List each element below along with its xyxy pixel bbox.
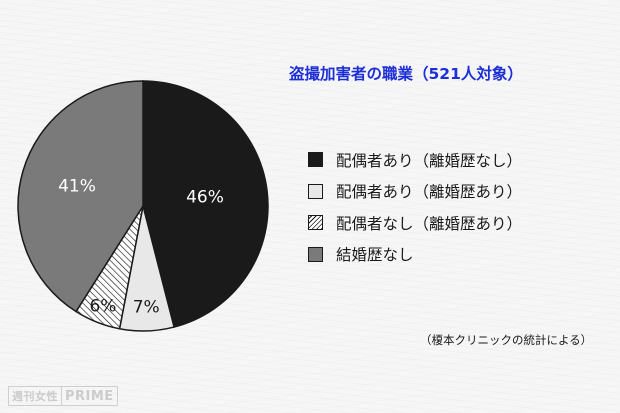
slice-value-label: 46% bbox=[186, 187, 224, 208]
pie-slice bbox=[17, 80, 144, 313]
slice-value-label: 41% bbox=[58, 176, 96, 197]
legend-swatch bbox=[308, 152, 323, 168]
slice-value-label: 6% bbox=[89, 296, 117, 317]
legend-swatch bbox=[308, 183, 323, 199]
pie-slice bbox=[142, 80, 269, 328]
legend-item: 配偶者あり（離婚歴なし） bbox=[308, 144, 522, 176]
pie-chart-svg bbox=[17, 80, 269, 332]
legend-label: 配偶者あり（離婚歴なし） bbox=[336, 151, 523, 170]
watermark-logo: 週刊女性 PRIME bbox=[8, 386, 118, 406]
legend: 配偶者あり（離婚歴なし） 配偶者あり（離婚歴あり） 配偶者なし（離婚歴あり） 結… bbox=[308, 144, 522, 270]
source-note: （榎本クリニックの統計による） bbox=[420, 333, 593, 347]
chart-title: 盗撮加害者の職業（521人対象） bbox=[289, 65, 523, 83]
legend-swatch bbox=[308, 215, 323, 231]
legend-label: 結婚歴なし bbox=[336, 246, 414, 265]
watermark-text-jp: 週刊女性 bbox=[9, 387, 62, 405]
legend-swatch bbox=[308, 246, 323, 262]
slice-value-label: 7% bbox=[132, 297, 160, 318]
legend-label: 配偶者なし（離婚歴あり） bbox=[336, 214, 523, 233]
legend-item: 結婚歴なし bbox=[308, 239, 522, 271]
pie-chart: 46% 7% 6% 41% bbox=[12, 80, 274, 332]
legend-item: 配偶者なし（離婚歴あり） bbox=[308, 207, 522, 239]
legend-item: 配偶者あり（離婚歴あり） bbox=[308, 176, 522, 208]
legend-label: 配偶者あり（離婚歴あり） bbox=[336, 183, 523, 202]
watermark-text-en: PRIME bbox=[65, 388, 114, 404]
